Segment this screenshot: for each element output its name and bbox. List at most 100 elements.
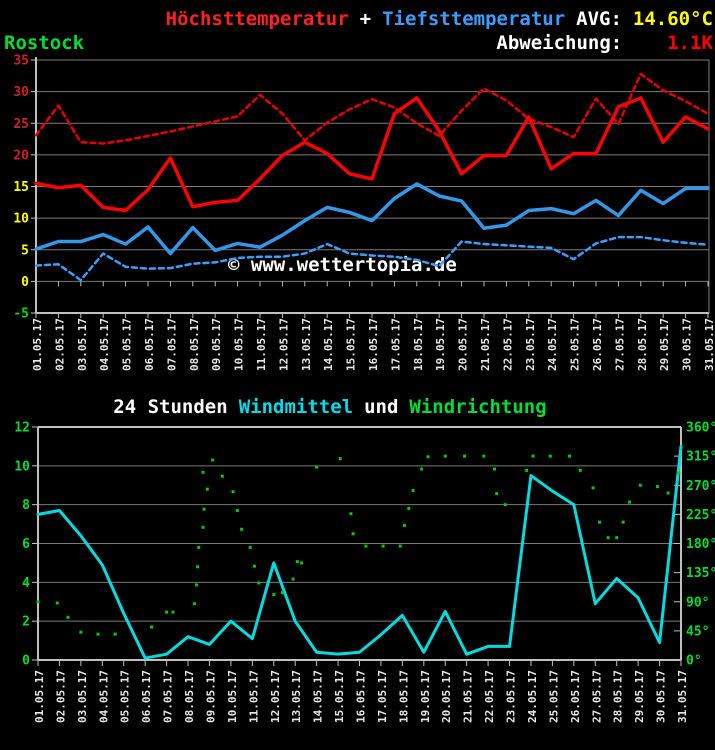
wind-direction-dot: [621, 520, 625, 524]
wind-direction-dot: [211, 458, 215, 462]
x-date-label: 04.05.17: [98, 318, 111, 371]
x-date-label: 03.05.17: [76, 318, 89, 371]
x-date-label: 23.05.17: [524, 318, 537, 371]
wind-direction-dot: [493, 467, 497, 471]
x-date-label: 20.05.17: [440, 670, 453, 723]
wind-direction-dot: [677, 471, 681, 475]
wind-direction-dot: [349, 512, 353, 516]
high-temp-series-label: Höchsttemperatur: [165, 8, 349, 30]
wind-direction-tick-label: 0°: [686, 654, 702, 669]
wind-direction-dot: [407, 507, 411, 511]
x-date-label: 14.05.17: [322, 318, 335, 371]
x-date-label: 31.05.17: [703, 318, 715, 371]
x-date-label: 17.05.17: [376, 670, 389, 723]
station-name: Rostock: [4, 32, 84, 54]
x-date-label: 28.05.17: [612, 670, 625, 723]
wind-direction-dot: [315, 465, 319, 469]
x-date-label: 26.05.17: [569, 670, 582, 723]
x-date-label: 17.05.17: [389, 318, 402, 371]
wind-direction-tick-label: 225°: [686, 508, 715, 523]
x-date-label: 16.05.17: [355, 670, 368, 723]
plus-separator: +: [359, 8, 372, 30]
wind-direction-dot: [150, 625, 154, 629]
wind-direction-dot: [426, 455, 430, 459]
x-date-label: 21.05.17: [479, 318, 492, 371]
wind-direction-dot: [231, 490, 235, 494]
x-date-label: 24.05.17: [546, 318, 559, 371]
wind-direction-dot: [420, 467, 424, 471]
wind-direction-dot: [252, 564, 256, 568]
y-tick-label: 20: [13, 148, 29, 163]
x-date-label: 25.05.17: [569, 318, 582, 371]
wind-direction-dot: [531, 454, 535, 458]
station-name-label: Rostock: [4, 32, 85, 54]
x-date-label: 18.05.17: [412, 318, 425, 371]
wind-direction-dot: [235, 508, 239, 512]
wind-direction-dot: [205, 487, 209, 491]
wind-direction-tick-label: 315°: [686, 450, 715, 465]
x-date-label: 19.05.17: [419, 670, 432, 723]
wind-direction-dot: [272, 593, 276, 597]
wind-speed-tick-label: 2: [22, 615, 30, 630]
x-date-label: 05.05.17: [121, 318, 134, 371]
x-date-label: 12.05.17: [277, 318, 290, 371]
wind-direction-dot: [578, 468, 582, 472]
y-tick-label: 5: [21, 243, 29, 258]
wind-direction-dot: [482, 454, 486, 458]
wind-direction-dot: [280, 591, 284, 595]
wind-direction-dot: [615, 536, 619, 540]
wind-direction-dot: [638, 483, 642, 487]
y-tick-label: 0: [21, 275, 29, 290]
x-date-label: 07.05.17: [162, 670, 175, 723]
wind-direction-dot: [364, 544, 368, 548]
x-date-label: 21.05.17: [462, 670, 475, 723]
x-date-label: 15.05.17: [345, 318, 358, 371]
wind-direction-dot: [195, 583, 199, 587]
wind-direction-dot: [403, 523, 407, 527]
x-date-label: 29.05.17: [658, 318, 671, 371]
wind-direction-dot: [202, 507, 206, 511]
wind-direction-tick-label: 135°: [686, 566, 715, 581]
x-date-label: 27.05.17: [590, 670, 603, 723]
x-date-label: 29.05.17: [633, 670, 646, 723]
watermark: © www.wettertopia.de: [228, 254, 457, 276]
wind-direction-tick-label: 360°: [686, 421, 715, 436]
wind-direction-dot: [165, 610, 169, 614]
wind-direction-dot: [240, 527, 244, 531]
wind-direction-dot: [36, 600, 40, 604]
wind-direction-dot: [655, 485, 659, 489]
x-date-label: 11.05.17: [247, 670, 260, 723]
wind-direction-dot: [248, 545, 252, 549]
wind-direction-dot: [548, 454, 552, 458]
y-tick-label: 15: [13, 180, 29, 195]
wind-direction-dot: [351, 532, 355, 536]
deviation-value: 1.1K: [667, 32, 713, 54]
wind-speed-tick-label: 0: [22, 654, 30, 669]
wind-direction-dot: [55, 601, 59, 605]
y-tick-label: 10: [13, 212, 29, 227]
y-tick-label: 25: [13, 117, 29, 132]
wind-direction-tick-label: 45°: [686, 624, 709, 639]
y-tick-label: -5: [13, 307, 29, 322]
wind-direction-dot: [96, 632, 100, 636]
x-date-label: 22.05.17: [483, 670, 496, 723]
wind-direction-dot: [525, 468, 529, 472]
wind-direction-dot: [113, 632, 117, 636]
wind-direction-dot: [381, 544, 385, 548]
x-date-label: 04.05.17: [97, 670, 110, 723]
wind-direction-dot: [220, 474, 224, 478]
wind-direction-dot: [338, 457, 342, 461]
wind-speed-tick-label: 12: [14, 421, 30, 436]
temp-line-high_dashed: [34, 72, 710, 145]
x-date-label: 07.05.17: [165, 318, 178, 371]
wind-direction-dot: [300, 561, 304, 565]
wind-speed-tick-label: 10: [14, 459, 30, 474]
avg-label: AVG:: [576, 8, 622, 30]
x-date-label: 23.05.17: [505, 670, 518, 723]
x-date-label: 02.05.17: [54, 670, 67, 723]
x-date-label: 06.05.17: [140, 670, 153, 723]
wind-direction-dot: [463, 454, 467, 458]
x-date-label: 12.05.17: [269, 670, 282, 723]
wind-chart-title: 24 Stunden Windmittel und Windrichtung: [0, 396, 660, 418]
